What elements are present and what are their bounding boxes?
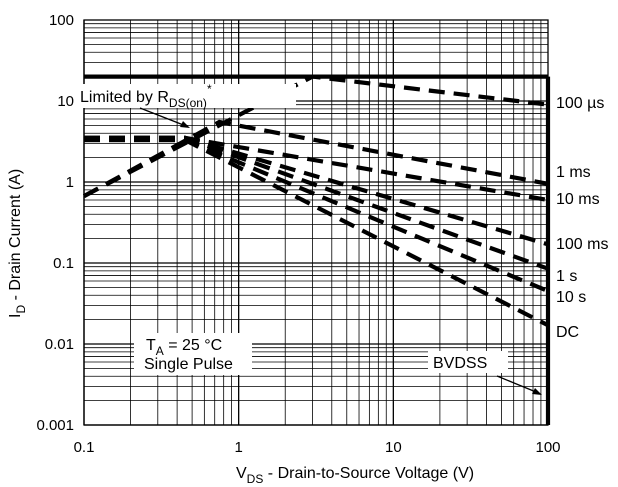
x-tick-label: 100 [535, 439, 560, 456]
curve-label-3: 10 ms [556, 191, 600, 208]
curve-label-2: 1 ms [556, 164, 591, 181]
series-line-6 [84, 137, 549, 294]
x-tick-label: 0.1 [74, 439, 95, 456]
conditions-line1: TA = 25 °C [146, 337, 222, 358]
y-tick-label: 1 [66, 174, 74, 191]
bvdss-arrow-line [496, 375, 537, 393]
bvdss-bg [428, 351, 508, 373]
limited-by-annotation: Limited by RDS(on)* [76, 82, 296, 128]
curve-label-5: 1 s [556, 268, 577, 285]
y-tick-label: 0.01 [45, 336, 74, 353]
limited-by-arrowhead [180, 121, 190, 128]
x-tick-label: 10 [385, 439, 402, 456]
curve-label-4: 100 ms [556, 236, 608, 253]
curve-label-6: 10 s [556, 289, 586, 306]
series-line-3 [84, 135, 549, 203]
curve-label-1: 100 µs [556, 95, 604, 112]
bvdss-annotation: BVDSS [428, 351, 542, 395]
y-tick-label: 100 [49, 12, 74, 29]
limited-by-arrow-line [139, 107, 187, 127]
series-line-2 [82, 119, 549, 198]
x-tick-label: 1 [234, 439, 242, 456]
conditions-line2: Single Pulse [144, 356, 233, 373]
x-axis-title: VDS - Drain-to-Source Voltage (V) [236, 465, 474, 486]
tick-labels: 0.1 1 10 100 100 10 1 0.1 0.01 0.001 [36, 12, 560, 456]
bvdss-label: BVDSS [433, 355, 487, 372]
limited-by-label: Limited by RDS(on)* [80, 82, 212, 110]
y-axis-title: ID - Drain Current (A) [7, 169, 28, 318]
y-tick-label: 0.1 [53, 255, 74, 272]
series-line-7 [84, 137, 549, 328]
curve-label-7: DC [556, 324, 579, 341]
chart-marks [82, 74, 551, 425]
curve-labels: 100 µs 1 ms 10 ms 100 ms 1 s 10 s DC [556, 95, 608, 341]
series-line-4 [84, 135, 549, 247]
y-tick-label: 0.001 [36, 417, 74, 434]
bvdss-arrowhead [532, 388, 542, 395]
y-tick-label: 10 [57, 93, 74, 110]
conditions-annotation: TA = 25 °C Single Pulse [134, 333, 252, 375]
limited-by-bg [76, 84, 296, 108]
conditions-bg [134, 333, 252, 375]
